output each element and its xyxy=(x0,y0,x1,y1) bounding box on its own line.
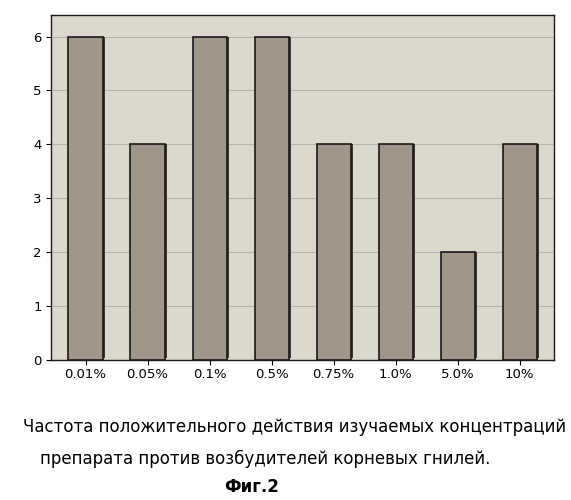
Bar xyxy=(381,144,415,358)
Bar xyxy=(316,144,351,360)
Bar xyxy=(441,252,475,360)
Bar xyxy=(255,36,289,360)
Bar xyxy=(192,36,227,360)
Bar xyxy=(505,144,539,358)
Text: препарата против возбудителей корневых гнилей.: препарата против возбудителей корневых г… xyxy=(40,450,490,468)
Text: Частота положительного действия изучаемых концентраций: Частота положительного действия изучаемы… xyxy=(23,418,566,436)
Bar xyxy=(133,144,167,358)
Bar xyxy=(319,144,353,358)
Bar xyxy=(502,144,537,360)
Bar xyxy=(69,36,103,360)
Bar xyxy=(131,144,164,360)
Bar xyxy=(71,36,105,358)
Bar xyxy=(257,36,291,358)
Text: Фиг.2: Фиг.2 xyxy=(224,478,279,496)
Bar xyxy=(379,144,413,360)
Bar xyxy=(195,36,229,358)
Bar xyxy=(443,252,477,358)
